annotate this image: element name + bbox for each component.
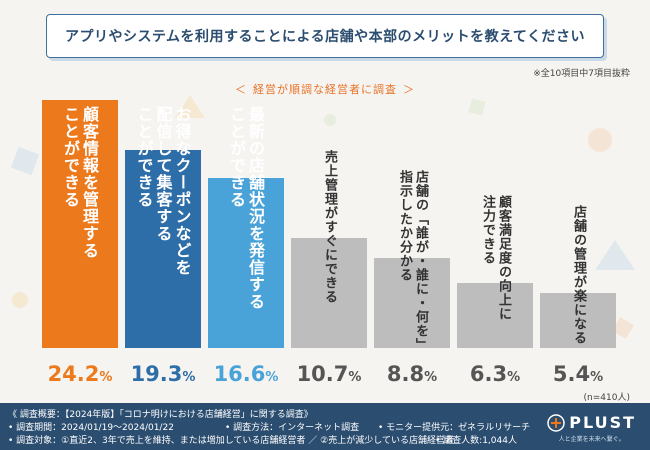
bar-value-3: 16.6% xyxy=(208,362,284,386)
bar-label-line: 配信して集客する xyxy=(153,106,173,242)
bar-label-line: 顧客満足度の向上に xyxy=(496,195,511,321)
footer-count: • 調査人数:1,044人 xyxy=(435,436,517,446)
value-number: 19.3 xyxy=(130,362,183,386)
bar-4 xyxy=(291,238,367,348)
bar-value-5: 8.8% xyxy=(374,362,450,386)
bar-label-2: お得なクーポンなどを 配信して集客する ことができる xyxy=(135,106,192,276)
bar-label-line: お得なクーポンなどを xyxy=(172,106,192,276)
value-unit: % xyxy=(265,370,279,385)
bar-value-1: 24.2% xyxy=(42,362,118,386)
bar-label-line: 店舗の「誰が・誰に・何を」 xyxy=(413,170,428,352)
bar-value-7: 5.4% xyxy=(540,362,616,386)
bar-6 xyxy=(457,283,533,348)
value-number: 24.2 xyxy=(47,362,100,386)
value-unit: % xyxy=(590,370,604,385)
bar-value-4: 10.7% xyxy=(291,362,367,386)
bar-label-5: 店舗の「誰が・誰に・何を」 指示したか分かる xyxy=(396,170,428,352)
bar-1 xyxy=(42,100,118,348)
bar-label-line: 顧客情報を管理する xyxy=(80,106,99,259)
value-unit: % xyxy=(348,370,362,385)
bar-label-line: ことができる xyxy=(134,106,154,208)
value-number: 8.8 xyxy=(386,362,425,386)
bar-label-line: ことができる xyxy=(61,106,80,208)
survey-footer: 《 調査概要：【2024年版】「コロナ明けにおける店舗経営」に関する調査》 • … xyxy=(0,403,650,450)
value-unit: % xyxy=(507,370,521,385)
footer-survey-title: 《 調査概要：【2024年版】「コロナ明けにおける店舗経営」に関する調査》 xyxy=(8,410,313,420)
bar-label-line: 売上管理がすぐにできる xyxy=(322,150,337,304)
value-unit: % xyxy=(182,370,196,385)
bar-label-line: 指示したか分かる xyxy=(397,170,412,282)
logo-wordmark: PLUST xyxy=(569,413,636,432)
bar-label-line: 注力できる xyxy=(480,195,495,265)
bar-value-6: 6.3% xyxy=(457,362,533,386)
footer-method: • 調査方法：インターネット調査 xyxy=(225,423,360,433)
plust-logo: PLUST 人と企業を未来へ繋ぐ。 xyxy=(547,413,636,443)
bar-label-1: 顧客情報を管理する ことができる xyxy=(61,106,99,259)
subtitle-text: 経営が順調な経営者に調査 xyxy=(253,83,397,96)
bar-3 xyxy=(208,178,284,348)
value-unit: % xyxy=(424,370,438,385)
value-unit: % xyxy=(99,370,113,385)
plust-logo-icon xyxy=(547,413,565,432)
logo-tagline: 人と企業を未来へ繋ぐ。 xyxy=(558,436,625,443)
value-number: 10.7 xyxy=(296,362,349,386)
bar-label-3: 最新の店舗状況を発信する ことができる xyxy=(227,106,265,310)
subtitle-left-bracket: ＜ xyxy=(235,83,247,96)
bar-value-2: 19.3% xyxy=(125,362,201,386)
footer-target: • 調査対象：①直近2、3年で売上を維持、または増加している店舗経営者 ／ ②売… xyxy=(8,436,454,446)
value-number: 6.3 xyxy=(469,362,508,386)
selection-note: ※全10項目中7項目抜粋 xyxy=(533,69,630,79)
subtitle-right-bracket: ＞ xyxy=(403,83,415,96)
bar-2 xyxy=(125,150,201,348)
bar-label-line: 店舗の管理が楽になる xyxy=(571,205,586,345)
respondent-subtitle: ＜ 経営が順調な経営者に調査 ＞ xyxy=(0,81,650,97)
value-number: 16.6 xyxy=(213,362,266,386)
sample-size-note: (n=410人) xyxy=(583,393,630,403)
bar-label-6: 顧客満足度の向上に 注力できる xyxy=(479,195,511,321)
bar-label-line: 最新の店舗状況を発信する xyxy=(246,106,265,310)
bar-5 xyxy=(374,258,450,348)
question-title: アプリやシステムを利用することによる店舗や本部のメリットを教えてください xyxy=(46,14,604,58)
footer-provider: • モニター提供元：ゼネラルリサーチ xyxy=(378,423,531,433)
bar-label-4: 売上管理がすぐにできる xyxy=(321,150,337,304)
footer-period: • 調査期間：2024/01/19〜2024/01/22 xyxy=(8,423,174,433)
bar-7 xyxy=(540,293,616,348)
bar-label-line: ことができる xyxy=(227,106,246,208)
value-number: 5.4 xyxy=(552,362,591,386)
bar-label-7: 店舗の管理が楽になる xyxy=(570,205,586,345)
